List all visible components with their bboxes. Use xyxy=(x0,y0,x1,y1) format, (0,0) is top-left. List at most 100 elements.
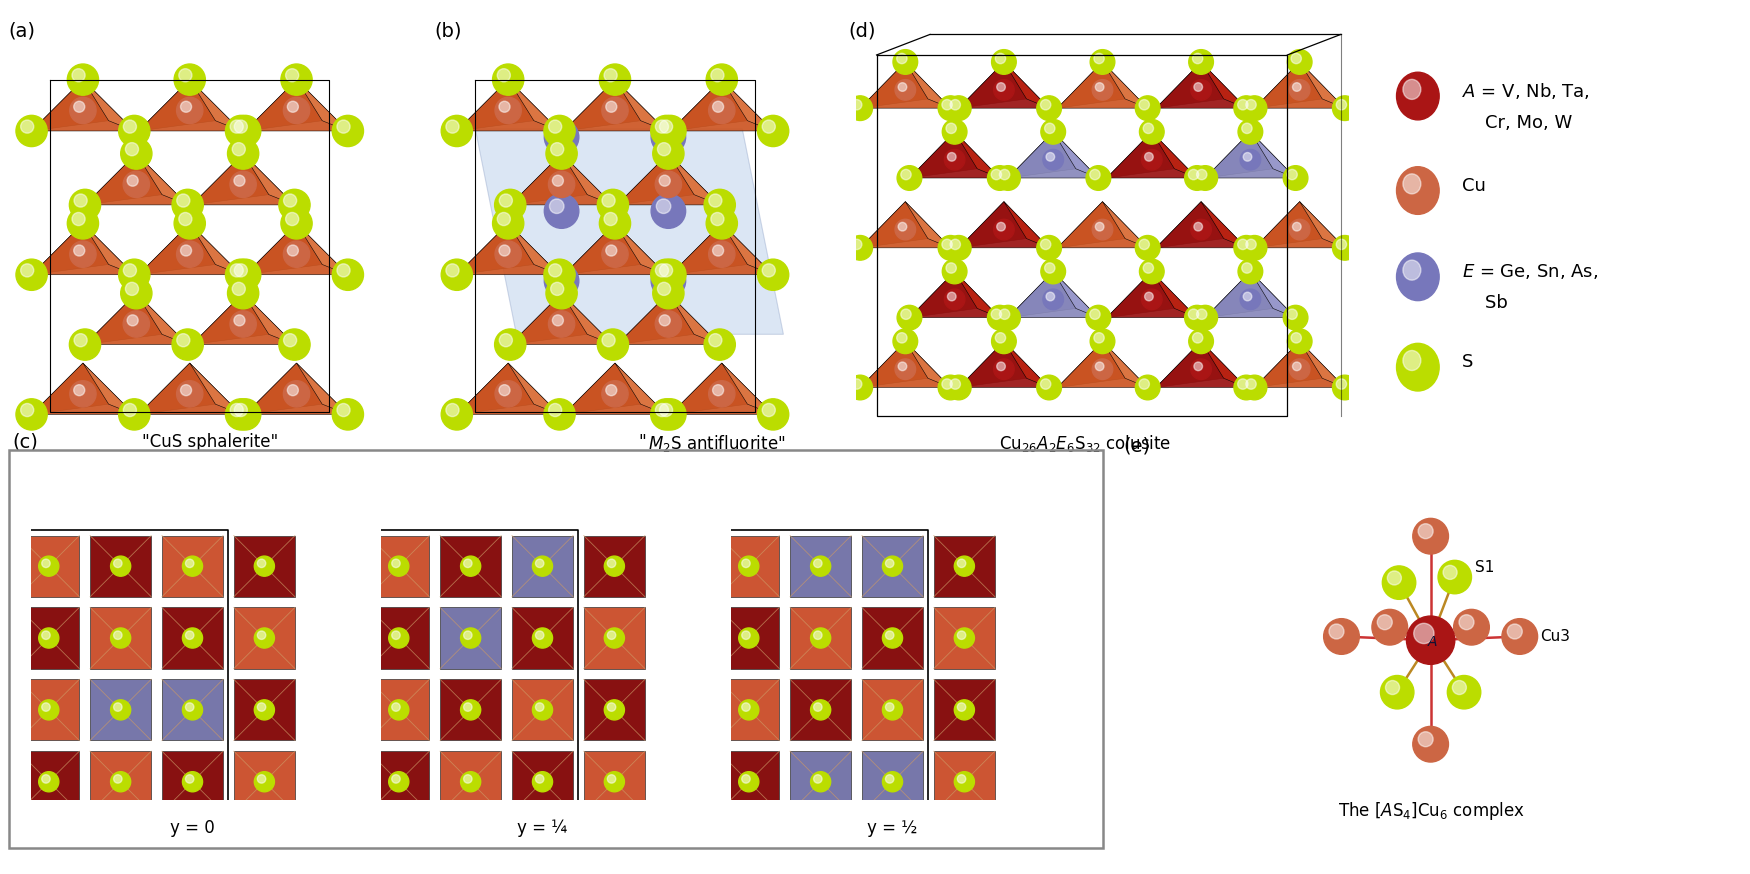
Circle shape xyxy=(229,311,255,337)
Circle shape xyxy=(66,208,98,239)
Polygon shape xyxy=(1206,272,1272,317)
Circle shape xyxy=(954,700,975,720)
Circle shape xyxy=(658,142,670,156)
Circle shape xyxy=(1323,619,1360,655)
Circle shape xyxy=(233,142,245,156)
Circle shape xyxy=(1246,378,1256,389)
Polygon shape xyxy=(457,363,560,414)
Polygon shape xyxy=(1008,132,1099,178)
Polygon shape xyxy=(82,224,135,274)
Text: S1: S1 xyxy=(1475,560,1494,575)
Bar xyxy=(934,679,996,740)
Circle shape xyxy=(121,138,152,170)
Circle shape xyxy=(810,628,831,649)
Polygon shape xyxy=(457,224,534,274)
Polygon shape xyxy=(245,224,322,274)
Polygon shape xyxy=(245,80,348,131)
Circle shape xyxy=(654,311,681,337)
Polygon shape xyxy=(1152,272,1197,317)
Circle shape xyxy=(282,64,312,95)
Circle shape xyxy=(123,171,149,198)
Polygon shape xyxy=(1255,341,1344,387)
Circle shape xyxy=(499,101,509,112)
Circle shape xyxy=(898,166,922,191)
Circle shape xyxy=(896,53,906,64)
Polygon shape xyxy=(1255,62,1323,108)
Circle shape xyxy=(544,194,579,228)
Circle shape xyxy=(338,120,350,133)
Polygon shape xyxy=(905,62,950,108)
Polygon shape xyxy=(31,224,135,274)
Circle shape xyxy=(550,199,564,213)
Circle shape xyxy=(1292,53,1302,64)
Circle shape xyxy=(957,774,966,783)
Bar xyxy=(584,536,646,597)
Polygon shape xyxy=(1106,272,1174,317)
Polygon shape xyxy=(296,363,348,414)
Polygon shape xyxy=(861,202,928,248)
Circle shape xyxy=(460,556,481,576)
Circle shape xyxy=(656,199,670,213)
Circle shape xyxy=(651,194,686,228)
Polygon shape xyxy=(1008,272,1099,317)
Polygon shape xyxy=(86,154,163,205)
Polygon shape xyxy=(457,80,534,131)
Circle shape xyxy=(1242,123,1251,134)
Circle shape xyxy=(1288,50,1312,74)
Circle shape xyxy=(886,703,894,711)
Circle shape xyxy=(441,399,472,430)
Circle shape xyxy=(942,378,952,389)
Circle shape xyxy=(1090,329,1115,354)
Circle shape xyxy=(392,559,401,567)
Circle shape xyxy=(606,385,616,396)
Circle shape xyxy=(656,264,668,277)
Circle shape xyxy=(1234,235,1258,260)
Circle shape xyxy=(653,138,684,170)
Circle shape xyxy=(1396,253,1438,301)
Circle shape xyxy=(987,166,1011,191)
Circle shape xyxy=(847,235,873,260)
Polygon shape xyxy=(86,294,187,344)
Circle shape xyxy=(228,278,259,309)
Circle shape xyxy=(654,115,686,147)
Circle shape xyxy=(460,700,481,720)
Polygon shape xyxy=(861,62,928,108)
Polygon shape xyxy=(564,80,640,131)
Polygon shape xyxy=(959,202,1027,248)
Circle shape xyxy=(226,259,257,290)
Circle shape xyxy=(704,329,735,360)
Circle shape xyxy=(1090,50,1115,74)
Circle shape xyxy=(1188,170,1199,180)
Circle shape xyxy=(814,559,822,567)
Bar xyxy=(789,536,850,597)
Polygon shape xyxy=(1157,62,1223,108)
Circle shape xyxy=(551,142,564,156)
Circle shape xyxy=(74,101,84,112)
Circle shape xyxy=(550,269,564,283)
Circle shape xyxy=(119,259,150,290)
Circle shape xyxy=(656,269,670,283)
Circle shape xyxy=(597,329,628,360)
Circle shape xyxy=(38,700,60,720)
Text: y = ½: y = ½ xyxy=(868,819,917,837)
Circle shape xyxy=(990,170,1001,180)
Polygon shape xyxy=(1102,341,1148,387)
Circle shape xyxy=(882,700,903,720)
Circle shape xyxy=(234,264,247,277)
Circle shape xyxy=(278,329,310,360)
Circle shape xyxy=(536,774,544,783)
Circle shape xyxy=(1036,375,1062,399)
Text: ": " xyxy=(639,433,646,451)
Bar xyxy=(439,536,500,597)
Circle shape xyxy=(1241,149,1260,170)
Circle shape xyxy=(654,259,686,290)
Polygon shape xyxy=(1152,132,1197,178)
Text: Cu$_{26}$$\mathit{A}_2$$\mathit{E}_6$S$_{32}$ colusite: Cu$_{26}$$\mathit{A}_2$$\mathit{E}_6$S$_… xyxy=(999,433,1171,454)
Polygon shape xyxy=(138,224,215,274)
Circle shape xyxy=(532,700,553,720)
Circle shape xyxy=(1460,614,1474,629)
Circle shape xyxy=(660,404,672,417)
Circle shape xyxy=(712,385,723,396)
Circle shape xyxy=(660,175,670,186)
Circle shape xyxy=(1185,166,1209,191)
